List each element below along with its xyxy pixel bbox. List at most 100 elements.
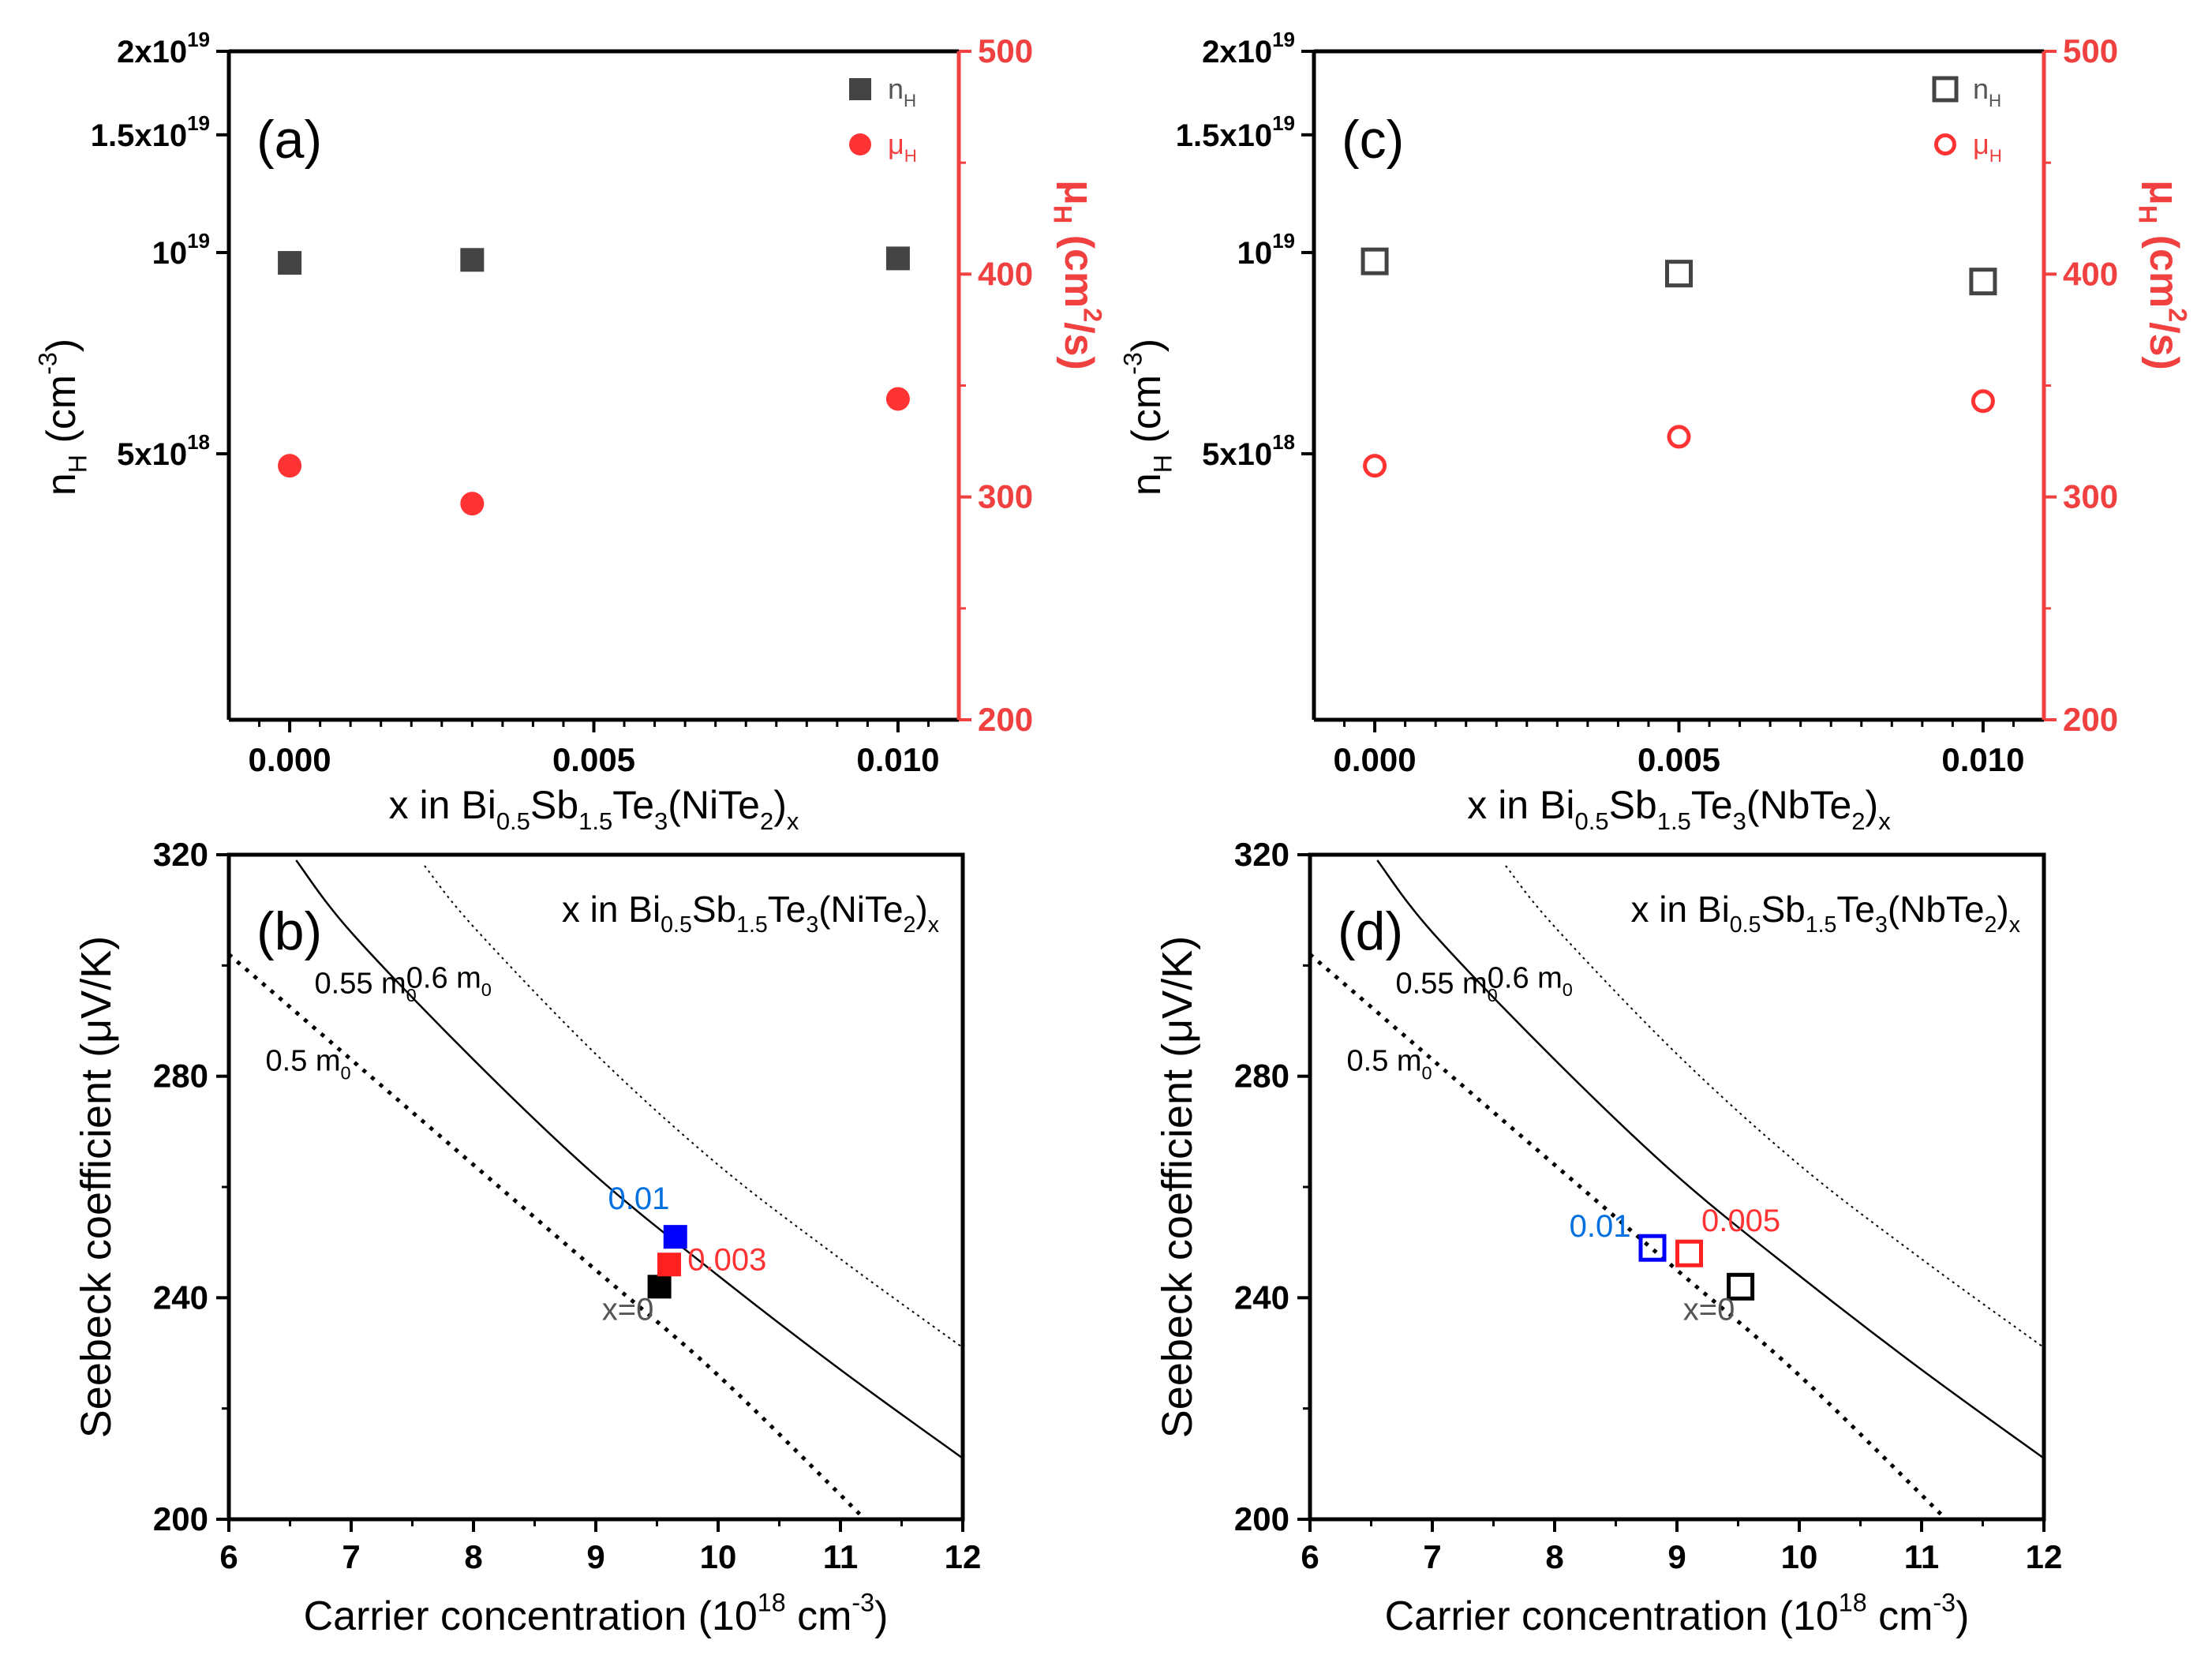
data-point-muH [460, 492, 485, 516]
legend-marker [1934, 133, 1956, 155]
data-point-nH [885, 246, 910, 271]
data-point [663, 1225, 687, 1249]
panel-label: (a) [256, 110, 322, 170]
curve-label: 0.55 m0 [1396, 967, 1498, 1005]
x-tick-label: 7 [342, 1538, 360, 1575]
curve-label: 0.5 m0 [1347, 1045, 1432, 1084]
data-point-muH [885, 387, 910, 411]
panel-title: x in Bi0.5Sb1.5Te3(NiTe2)x [562, 889, 939, 938]
x-tick-label: 11 [1904, 1538, 1939, 1575]
y-tick-label: 280 [1234, 1058, 1289, 1095]
legend-label: nH [1973, 73, 2001, 110]
y-tick-label: 5x1018 [1202, 430, 1295, 472]
y-tick-label: 1.5x1019 [1176, 111, 1295, 153]
y-axis-label: nH (cm-3) [34, 339, 92, 496]
plot-frame [226, 852, 965, 1522]
y-tick-label: 1019 [152, 229, 210, 271]
panel-label: (b) [256, 901, 322, 961]
data-point [1727, 1272, 1755, 1301]
x-axis-label: Carrier concentration (1018 cm-3) [304, 1589, 889, 1639]
y-tick-label: 280 [153, 1058, 208, 1095]
x-tick-label: 10 [700, 1538, 737, 1575]
legend-marker [1932, 76, 1959, 103]
point-label: x=0 [602, 1292, 654, 1327]
legend-label: μH [1973, 128, 2002, 166]
x-axis-label: x in Bi0.5Sb1.5Te3(NiTe2)x [389, 783, 799, 835]
point-label: 0.003 [687, 1242, 766, 1277]
y-tick-label: 1.5x1019 [91, 111, 210, 153]
data-point [657, 1252, 681, 1277]
x-tick-label: 0.000 [249, 741, 331, 778]
y-tick-label: 320 [153, 836, 208, 873]
y-tick-label: 1019 [1237, 229, 1295, 271]
x-tick-label: 10 [1781, 1538, 1818, 1575]
y-tick-label: 320 [1234, 836, 1289, 873]
y-tick-label: 240 [1234, 1279, 1289, 1316]
x-axis-label: Carrier concentration (1018 cm-3) [1385, 1589, 1970, 1639]
data-point [647, 1275, 672, 1299]
data-point-muH [1667, 425, 1691, 449]
curve-0.5m0 [229, 953, 866, 1519]
point-label: 0.005 [1701, 1204, 1780, 1238]
x-axis-label: x in Bi0.5Sb1.5Te3(NbTe2)x [1467, 783, 1891, 835]
y2-tick-label: 400 [2063, 255, 2118, 292]
data-point-muH [278, 454, 302, 478]
x-tick-label: 0.010 [856, 741, 939, 778]
x-tick-label: 0.000 [1334, 741, 1417, 778]
x-tick-label: 12 [2026, 1538, 2063, 1575]
x-tick-label: 7 [1423, 1538, 1441, 1575]
chart-b: 6 7 8 9 10 11 12 200 240 280 320 0.5 m0 0.55 m00.6 m… [73, 836, 981, 1639]
curve-label: 0.5 m0 [266, 1045, 351, 1084]
x-tick-label: 6 [1301, 1538, 1319, 1575]
y2-axis-label: μH (cm2/s) [1048, 180, 1106, 370]
data-point-nH [1361, 247, 1389, 275]
y2-tick-label: 300 [2063, 478, 2118, 515]
legend-label: μH [888, 128, 917, 166]
y2-tick-label: 200 [978, 701, 1033, 738]
panel-label: (d) [1338, 901, 1403, 961]
chart-a: 0.000 0.005 0.010 2x1019 1.5x1019 1019 5x1018 2… [34, 28, 1107, 835]
x-tick-label: 9 [586, 1538, 604, 1575]
legend-marker [849, 78, 871, 100]
y2-tick-label: 200 [2063, 701, 2118, 738]
y2-axis-label: μH (cm2/s) [2133, 180, 2191, 370]
data-point-muH [1971, 389, 1995, 414]
x-tick-label: 0.005 [1637, 741, 1720, 778]
point-label: 0.01 [1570, 1209, 1631, 1244]
curve-0.55m0 [1376, 859, 2044, 1459]
y2-tick-label: 400 [978, 255, 1033, 292]
panel-label: (c) [1342, 110, 1404, 170]
chart-d: 6 7 8 9 10 11 12 200 240 280 320 0.5 m0 0.55 m00.6 m… [1154, 836, 2062, 1639]
x-tick-label: 9 [1667, 1538, 1686, 1575]
x-tick-label: 0.010 [1941, 741, 2024, 778]
x-tick-label: 8 [464, 1538, 482, 1575]
y-tick-label: 2x1019 [117, 28, 210, 69]
curve-label: 0.6 m0 [1488, 961, 1573, 1000]
point-label: x=0 [1683, 1292, 1735, 1327]
legend-label: nH [888, 73, 916, 110]
curve-label: 0.6 m0 [406, 961, 492, 1000]
curve-0.6m0 [1505, 865, 2044, 1349]
data-point-muH [1363, 454, 1387, 478]
y-axis-label: Seebeck coefficient (μV/K) [73, 936, 120, 1438]
x-tick-label: 0.005 [552, 741, 635, 778]
curve-label: 0.55 m0 [315, 967, 417, 1005]
data-point-nH [1969, 268, 1997, 296]
y-tick-label: 240 [153, 1279, 208, 1316]
curve-0.5m0 [1310, 953, 1948, 1519]
legend-marker [849, 133, 871, 155]
curve-0.6m0 [424, 865, 963, 1349]
plot-frame [1308, 852, 2046, 1522]
data-point [1638, 1234, 1667, 1262]
data-point-nH [1665, 260, 1693, 288]
point-label: 0.01 [608, 1181, 670, 1216]
data-point [1675, 1239, 1703, 1267]
y-tick-label: 200 [1234, 1500, 1289, 1537]
x-tick-label: 6 [219, 1538, 238, 1575]
y2-tick-label: 500 [2063, 32, 2118, 69]
x-tick-label: 12 [945, 1538, 982, 1575]
y2-tick-label: 300 [978, 478, 1033, 515]
y-axis-label: Seebeck coefficient (μV/K) [1154, 936, 1201, 1438]
y-axis-label: nH (cm-3) [1119, 339, 1177, 496]
